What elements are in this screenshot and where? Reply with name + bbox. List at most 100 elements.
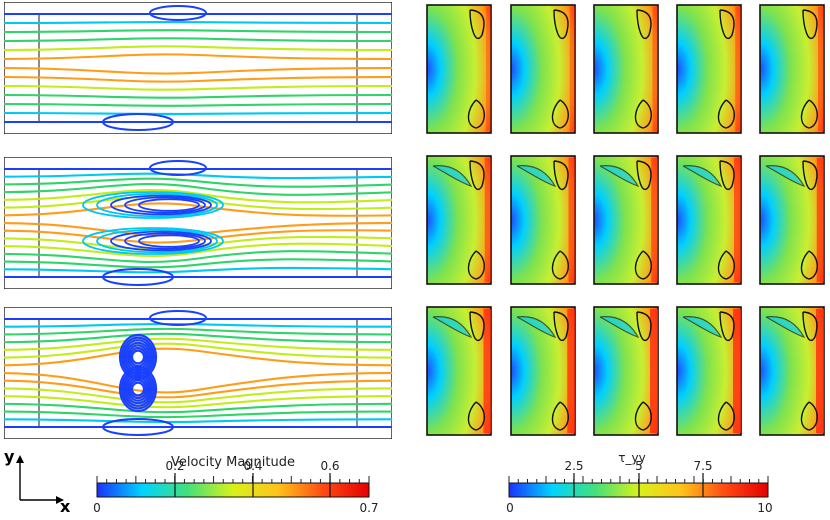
stress-field-panel (510, 4, 576, 134)
streamline (4, 410, 392, 419)
stress-contour (467, 401, 485, 431)
streamline (4, 342, 392, 359)
stress-contour (800, 250, 818, 280)
stress-plume (432, 316, 473, 339)
colorbar-gradient (96, 482, 370, 498)
stress-plume (765, 165, 806, 188)
vortex-ring (120, 368, 156, 410)
stress-field-panel (676, 4, 742, 134)
stress-field-panel (759, 155, 825, 285)
wall-vortex (102, 268, 174, 286)
stress-contour (636, 9, 652, 39)
wall-stress-layer (484, 158, 491, 282)
wall-stress-layer (486, 7, 491, 131)
stress-plume (516, 165, 557, 188)
wall-stress-layer (735, 7, 741, 131)
stress-field-panel (759, 306, 825, 436)
stress-contour (800, 401, 818, 431)
velocity-colorbar: 0.2 0.4 0.6 (96, 459, 370, 498)
stress-contour (636, 311, 652, 341)
streamline (4, 402, 392, 414)
stress-field-map (510, 4, 576, 134)
y-axis-label: y (4, 447, 15, 466)
stress-plume (599, 165, 640, 188)
stress-field-panel (426, 306, 492, 436)
stress-colorbar-title: τ_yy (618, 451, 645, 465)
stress-field-panel (759, 4, 825, 134)
wall-stress-layer (651, 158, 658, 282)
stress-contour (634, 401, 652, 431)
streamline (4, 189, 392, 204)
recirculation-loop (124, 232, 206, 250)
streamline (4, 322, 392, 328)
stress-field-map (676, 4, 742, 134)
wall-stress-layer (483, 309, 491, 433)
stress-field-panel (593, 306, 659, 436)
stress-contour (553, 9, 569, 39)
streamline (4, 29, 392, 34)
vortex-ring (130, 381, 146, 397)
wall-vortex (102, 418, 174, 436)
colorbar-tick-label: 5 (635, 459, 643, 473)
vortex-ring (130, 349, 146, 365)
stress-field-panel (593, 155, 659, 285)
stress-contour (467, 99, 485, 129)
recirculation-loop (110, 230, 212, 252)
vortex-ring (124, 373, 152, 405)
streamline (4, 327, 392, 336)
stress-contour (717, 401, 735, 431)
streamline (4, 75, 392, 83)
streamline (4, 387, 392, 404)
stress-field-panel (426, 155, 492, 285)
streamline (4, 172, 392, 180)
x-axis-arrowhead (56, 496, 64, 504)
stress-field-map (593, 4, 659, 134)
stress-contour (469, 311, 485, 341)
axis-indicator: y x (4, 447, 71, 516)
streamline (4, 183, 392, 196)
stress-contour (636, 160, 652, 190)
streamline (4, 347, 392, 367)
stress-field-panel (676, 306, 742, 436)
stress-field-panel (510, 155, 576, 285)
stress-contour (717, 99, 735, 129)
stress-plume (516, 316, 557, 339)
streamline (4, 371, 392, 394)
stress-contour (802, 311, 818, 341)
recirculation-loop (124, 196, 206, 214)
stress-contour (469, 9, 485, 39)
stress-field-panel (676, 155, 742, 285)
wall-stress-layer (652, 7, 658, 131)
stress-colorbar-max: 10 (757, 501, 772, 515)
stress-field-panel (593, 4, 659, 134)
streamline-panel-1 (4, 2, 392, 134)
stress-colorbar: 2.5 5 7.5 (508, 459, 769, 498)
recirculation-loop (82, 227, 224, 255)
colorbar-tick-label: 7.5 (693, 459, 712, 473)
colorbar-tick-label: 0.4 (243, 459, 262, 473)
velocity-colorbar-max: 0.7 (359, 501, 378, 515)
stress-field-map (426, 4, 492, 134)
stress-contour (634, 99, 652, 129)
streamline (4, 45, 392, 52)
wall-stress-layer (816, 158, 824, 282)
recirculation-loop (96, 228, 218, 254)
colorbar-tick-label: 0.2 (165, 459, 184, 473)
stress-contour (719, 160, 735, 190)
wall-stress-layer (734, 158, 741, 282)
stress-field-panel (510, 306, 576, 436)
streamline (4, 21, 392, 25)
wall-stress-layer (650, 309, 658, 433)
stress-contour (802, 9, 818, 39)
vortex-ring (118, 365, 158, 413)
streamline (4, 111, 392, 115)
wall-stress-layer (569, 7, 575, 131)
stress-contour (469, 160, 485, 190)
stress-plume (682, 165, 723, 188)
wall-stress-layer (816, 309, 824, 433)
stress-colorbar-min: 0 (506, 501, 514, 515)
streamline (4, 258, 392, 269)
wall-stress-layer (733, 309, 741, 433)
